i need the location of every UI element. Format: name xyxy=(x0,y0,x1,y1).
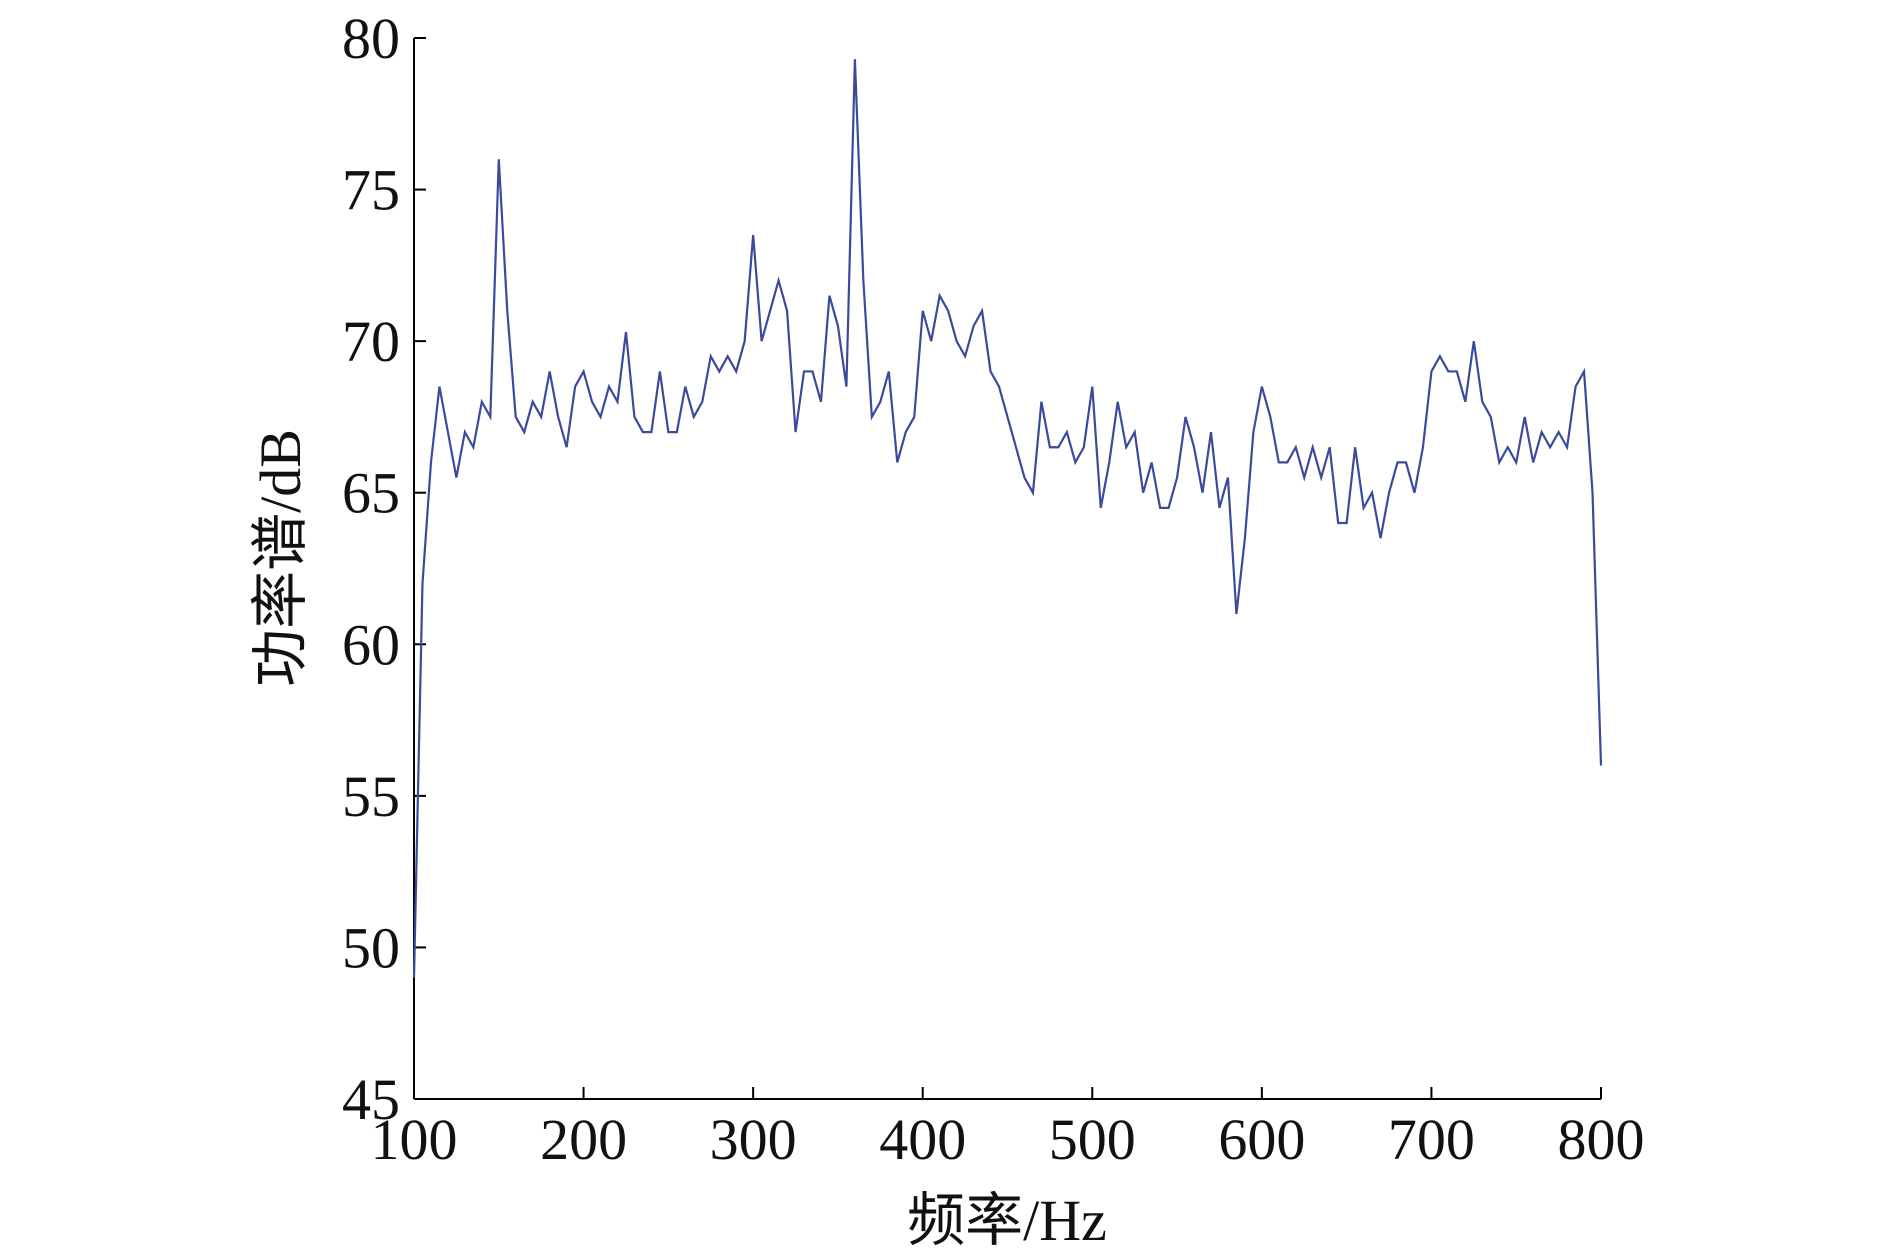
y-tick-label: 45 xyxy=(342,1067,400,1132)
y-axis-title: 功率谱/dB xyxy=(248,429,313,687)
y-tick-label: 60 xyxy=(342,612,400,677)
y-tick-label: 75 xyxy=(342,158,400,223)
x-tick-label: 700 xyxy=(1388,1107,1475,1172)
y-tick-label: 80 xyxy=(342,6,400,71)
x-tick-label: 500 xyxy=(1049,1107,1136,1172)
x-tick-label: 400 xyxy=(879,1107,966,1172)
x-tick-label: 200 xyxy=(540,1107,627,1172)
y-tick-label: 70 xyxy=(342,309,400,374)
data-line xyxy=(412,59,1603,978)
y-tick-label: 55 xyxy=(342,764,400,829)
x-tick-label: 800 xyxy=(1558,1107,1645,1172)
x-tick-label: 100 xyxy=(371,1107,458,1172)
y-tick-label: 50 xyxy=(342,915,400,980)
x-axis-title: 频率/Hz xyxy=(907,1188,1107,1253)
x-tick-label: 300 xyxy=(710,1107,797,1172)
y-tick-label: 65 xyxy=(342,461,400,526)
x-tick-label: 600 xyxy=(1218,1107,1305,1172)
